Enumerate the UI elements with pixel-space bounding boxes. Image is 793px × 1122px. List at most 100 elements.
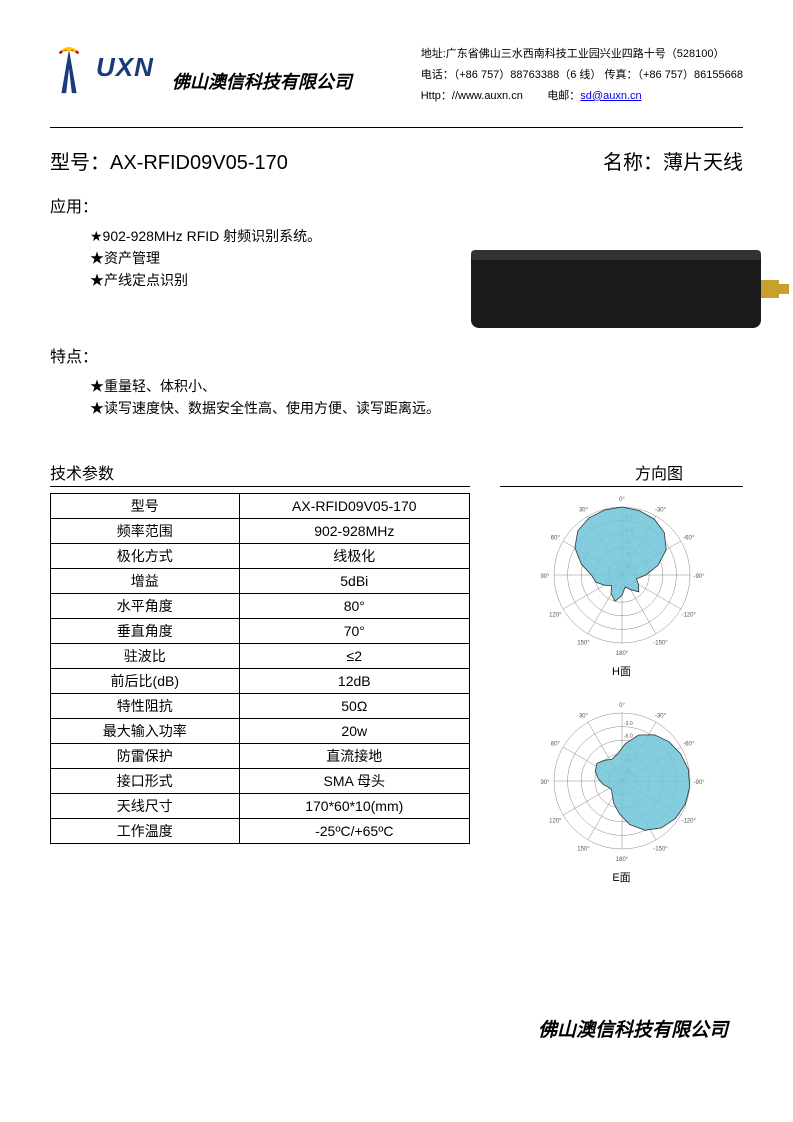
table-cell: SMA 母头	[239, 768, 469, 793]
table-cell: 极化方式	[51, 543, 240, 568]
table-row: 驻波比≤2	[51, 643, 470, 668]
contact-info: 地址:广东省佛山三水西南科技工业园兴业四路十号（528100） 电话：（+86 …	[421, 44, 743, 107]
svg-text:180°: 180°	[615, 857, 628, 863]
tel-text: （+86 757）88763388（6 线）	[454, 69, 602, 81]
pattern-heading: 方向图	[500, 460, 743, 487]
svg-text:-60°: -60°	[683, 535, 695, 541]
table-cell: 增益	[51, 568, 240, 593]
table-row: 特性阻抗50Ω	[51, 693, 470, 718]
svg-text:-150°: -150°	[653, 846, 668, 852]
svg-text:-90°: -90°	[693, 780, 705, 786]
title-row: 型号：AX-RFID09V05-170 名称：薄片天线	[50, 146, 743, 175]
table-row: 最大输入功率20w	[51, 718, 470, 743]
svg-text:120°: 120°	[549, 612, 562, 618]
svg-text:-120°: -120°	[681, 818, 696, 824]
table-cell: 80°	[239, 593, 469, 618]
svg-text:-6.0: -6.0	[624, 733, 633, 739]
table-row: 前后比(dB)12dB	[51, 668, 470, 693]
http-label: Http：	[421, 90, 452, 102]
table-cell: 型号	[51, 493, 240, 518]
tel-label: 电话：	[421, 69, 454, 81]
table-cell: 902-928MHz	[239, 518, 469, 543]
table-cell: 防雷保护	[51, 743, 240, 768]
h-plane-label: H面	[532, 663, 712, 679]
table-cell: 垂直角度	[51, 618, 240, 643]
email-label: 电邮：	[547, 90, 580, 102]
logo-text: UXN	[96, 52, 154, 83]
table-cell: 线极化	[239, 543, 469, 568]
table-cell: 天线尺寸	[51, 793, 240, 818]
table-row: 极化方式线极化	[51, 543, 470, 568]
table-cell: 前后比(dB)	[51, 668, 240, 693]
address-text: 广东省佛山三水西南科技工业园兴业四路十号（528100）	[446, 48, 725, 60]
table-cell: 最大输入功率	[51, 718, 240, 743]
product-image	[463, 232, 793, 342]
table-cell: 70°	[239, 618, 469, 643]
table-cell: 接口形式	[51, 768, 240, 793]
table-row: 水平角度80°	[51, 593, 470, 618]
specs-heading: 技术参数	[50, 460, 470, 487]
table-cell: AX-RFID09V05-170	[239, 493, 469, 518]
feature-item: ★重量轻、体积小、	[90, 375, 743, 397]
header: UXN 佛山澳信科技有限公司 地址:广东省佛山三水西南科技工业园兴业四路十号（5…	[50, 40, 743, 107]
e-plane-label: E面	[532, 869, 712, 885]
footer-company: 佛山澳信科技有限公司	[538, 1015, 728, 1042]
svg-text:60°: 60°	[550, 741, 560, 747]
table-cell: 20w	[239, 718, 469, 743]
table-row: 工作温度-25ºC/+65ºC	[51, 818, 470, 843]
table-cell: 频率范围	[51, 518, 240, 543]
company-name: 佛山澳信科技有限公司	[172, 68, 352, 94]
svg-text:120°: 120°	[549, 818, 562, 824]
application-heading: 应用：	[50, 193, 743, 217]
svg-text:180°: 180°	[615, 651, 628, 657]
e-plane-chart: 0° -30° -60° -90° -120° -150° 180° 150° 120° 90° 6…	[532, 699, 712, 885]
table-cell: -25ºC/+65ºC	[239, 818, 469, 843]
table-row: 垂直角度70°	[51, 618, 470, 643]
fax-text: （+86 757）86155668	[637, 69, 743, 81]
svg-text:90°: 90°	[540, 780, 550, 786]
address-label: 地址:	[421, 48, 446, 60]
svg-text:30°: 30°	[578, 713, 588, 719]
specs-column: 技术参数 型号AX-RFID09V05-170频率范围902-928MHz极化方…	[50, 460, 470, 885]
svg-text:90°: 90°	[540, 574, 550, 580]
features-list: ★重量轻、体积小、★读写速度快、数据安全性高、使用方便、读写距离远。	[90, 375, 743, 420]
feature-item: ★读写速度快、数据安全性高、使用方便、读写距离远。	[90, 397, 743, 419]
model-label: 型号：	[50, 152, 110, 174]
svg-text:-30°: -30°	[654, 507, 666, 513]
svg-text:150°: 150°	[577, 640, 590, 646]
svg-text:60°: 60°	[550, 535, 560, 541]
table-row: 增益5dBi	[51, 568, 470, 593]
table-cell: 12dB	[239, 668, 469, 693]
svg-text:-150°: -150°	[653, 640, 668, 646]
specs-table: 型号AX-RFID09V05-170频率范围902-928MHz极化方式线极化增…	[50, 493, 470, 844]
svg-text:-60°: -60°	[683, 741, 695, 747]
header-divider	[50, 127, 743, 128]
table-row: 天线尺寸170*60*10(mm)	[51, 793, 470, 818]
table-row: 防雷保护直流接地	[51, 743, 470, 768]
svg-text:0°: 0°	[619, 703, 625, 709]
svg-text:-90°: -90°	[693, 574, 705, 580]
model-value: AX-RFID09V05-170	[110, 152, 288, 174]
svg-text:-30°: -30°	[654, 713, 666, 719]
email-link[interactable]: sd@auxn.cn	[580, 90, 641, 102]
table-cell: 5dBi	[239, 568, 469, 593]
table-cell: 水平角度	[51, 593, 240, 618]
http-text: //www.auxn.cn	[452, 90, 523, 102]
table-row: 频率范围902-928MHz	[51, 518, 470, 543]
pattern-column: 方向图 0° -30° -60° -90° -120° -150° 180° 150° 120°…	[500, 460, 743, 885]
name-value: 薄片天线	[663, 152, 743, 174]
svg-text:150°: 150°	[577, 846, 590, 852]
table-row: 型号AX-RFID09V05-170	[51, 493, 470, 518]
features-heading: 特点：	[50, 343, 743, 367]
table-cell: 50Ω	[239, 693, 469, 718]
table-cell: ≤2	[239, 643, 469, 668]
fax-label: 传真：	[604, 69, 637, 81]
h-plane-chart: 0°-30°-60°-90°-120°-150°180°150°120°90°6…	[532, 493, 712, 679]
table-cell: 驻波比	[51, 643, 240, 668]
svg-text:-3.0: -3.0	[624, 721, 633, 727]
table-cell: 工作温度	[51, 818, 240, 843]
table-cell: 特性阻抗	[51, 693, 240, 718]
table-cell: 直流接地	[239, 743, 469, 768]
name-label: 名称：	[603, 152, 663, 174]
svg-text:0°: 0°	[619, 497, 625, 503]
